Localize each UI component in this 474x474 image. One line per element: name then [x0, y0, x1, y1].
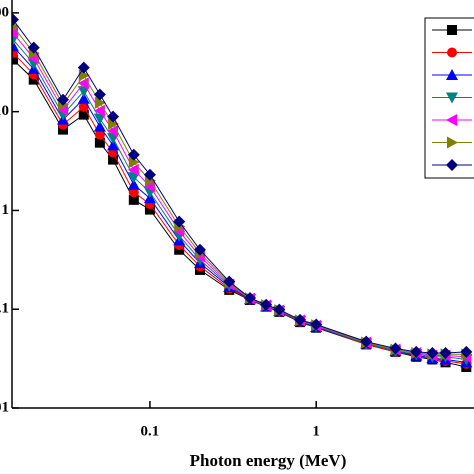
- marker: [310, 318, 323, 331]
- marker: [128, 194, 139, 205]
- marker: [410, 345, 423, 358]
- marker: [108, 117, 120, 130]
- marker: [12, 26, 18, 39]
- marker: [27, 41, 40, 54]
- marker: [107, 110, 120, 123]
- marker: [78, 109, 89, 120]
- x-tick-label: 1: [312, 423, 320, 439]
- marker: [389, 342, 402, 355]
- marker: [108, 154, 119, 165]
- y-tick-label: 100: [0, 4, 9, 20]
- marker: [77, 61, 90, 74]
- marker: [143, 168, 156, 181]
- marker: [439, 347, 452, 360]
- marker: [27, 52, 39, 65]
- marker: [93, 120, 106, 132]
- marker: [223, 275, 236, 288]
- y-tick-label: 0.01: [0, 399, 9, 415]
- marker: [77, 77, 89, 90]
- marker: [28, 74, 39, 85]
- series-line: [12, 45, 467, 363]
- legend-marker: [446, 159, 458, 171]
- marker: [57, 93, 70, 106]
- marker: [127, 172, 140, 184]
- marker: [78, 101, 89, 112]
- marker: [426, 347, 439, 360]
- marker: [107, 139, 120, 151]
- marker: [12, 13, 19, 26]
- marker: [294, 313, 307, 326]
- marker: [94, 137, 105, 148]
- plot-area: [12, 13, 473, 373]
- marker: [260, 298, 273, 311]
- marker: [93, 88, 106, 101]
- x-tick-label: 0.1: [141, 423, 160, 439]
- series-line: [12, 32, 467, 358]
- marker: [94, 96, 106, 109]
- marker: [77, 92, 90, 104]
- legend-marker: [446, 69, 458, 80]
- legend-marker: [446, 114, 457, 126]
- series-line: [12, 39, 467, 360]
- marker: [193, 243, 206, 256]
- legend-marker: [447, 25, 457, 35]
- marker: [128, 156, 140, 169]
- series-line: [12, 25, 467, 355]
- series-line: [12, 52, 467, 365]
- marker: [173, 215, 186, 228]
- marker: [144, 204, 155, 215]
- y-tick-label: 10: [0, 103, 9, 119]
- marker: [12, 54, 18, 65]
- marker: [93, 104, 105, 117]
- marker: [78, 69, 90, 82]
- marker: [127, 163, 139, 176]
- marker: [94, 129, 105, 140]
- x-axis-label: Photon energy (MeV): [190, 451, 347, 470]
- series-line: [12, 19, 467, 354]
- marker: [460, 345, 473, 358]
- marker: [127, 178, 140, 190]
- y-tick-label: 1: [2, 202, 10, 218]
- marker: [127, 148, 140, 161]
- legend-marker: [447, 47, 457, 58]
- series-line: [12, 59, 467, 368]
- marker: [273, 303, 286, 316]
- legend-marker: [447, 136, 458, 149]
- marker: [244, 291, 257, 304]
- marker: [93, 113, 106, 125]
- marker: [360, 335, 373, 348]
- y-tick-label: 0.1: [0, 301, 9, 317]
- legend-marker: [446, 92, 458, 104]
